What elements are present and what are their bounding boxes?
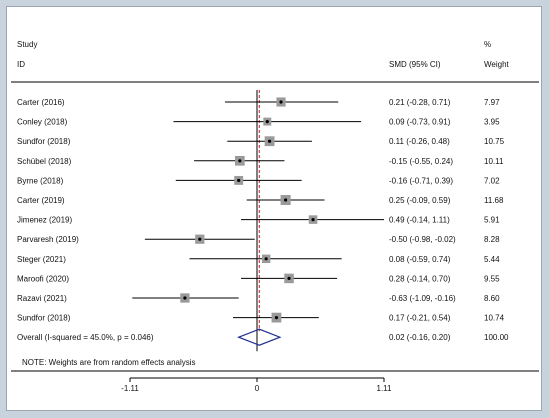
study-ci-text: 0.11 (-0.26, 0.48) xyxy=(389,137,450,146)
overall-label: Overall (I-squared = 45.0%, p = 0.046) xyxy=(17,333,154,342)
x-axis: -1.11 0 1.11 xyxy=(121,377,393,393)
study-label: Sundfor (2018) xyxy=(17,137,71,146)
study-point-estimate xyxy=(274,316,279,320)
study-point-estimate xyxy=(264,257,268,261)
study-point-estimate xyxy=(287,276,291,280)
overall-ci-text: 0.02 (-0.16, 0.20) xyxy=(389,333,451,342)
study-label: Carter (2016) xyxy=(17,98,65,107)
study-point-estimate xyxy=(279,100,283,104)
study-label: Steger (2021) xyxy=(17,255,66,264)
id-column-header: ID xyxy=(17,60,25,69)
study-label: Byrne (2018) xyxy=(17,176,64,185)
x-tick-label: -1.11 xyxy=(121,384,139,393)
weight-column-header: Weight xyxy=(484,60,510,69)
study-point-estimate xyxy=(311,218,315,222)
study-label: Maroofi (2020) xyxy=(17,274,69,283)
study-rows: Carter (2016) 0.21 (-0.28, 0.71) 7.97 Conle… xyxy=(17,98,509,342)
table-header: Study ID SMD (95% CI) % Weight xyxy=(17,40,510,69)
x-tick-label: 0 xyxy=(255,384,260,393)
study-ci-text: 0.17 (-0.21, 0.54) xyxy=(389,314,451,323)
study-weight-text: 5.91 xyxy=(484,216,500,225)
study-weight-text: 10.75 xyxy=(484,137,505,146)
study-label: Carter (2019) xyxy=(17,196,65,205)
study-ci-text: 0.08 (-0.59, 0.74) xyxy=(389,255,451,264)
study-weight-text: 9.55 xyxy=(484,274,500,283)
study-column-header: Study xyxy=(17,40,37,49)
overall-weight-text: 100.00 xyxy=(484,333,509,342)
study-ci-text: -0.15 (-0.55, 0.24) xyxy=(389,157,453,166)
study-ci-text: -0.63 (-1.09, -0.16) xyxy=(389,294,456,303)
x-tick-label: 1.11 xyxy=(377,384,393,393)
study-weight-text: 7.02 xyxy=(484,176,500,185)
study-label: Razavi (2021) xyxy=(17,294,67,303)
plot-marks xyxy=(132,90,384,352)
study-point-estimate xyxy=(198,237,202,241)
overall-diamond xyxy=(237,328,282,346)
study-point-estimate xyxy=(267,139,272,143)
study-weight-text: 8.28 xyxy=(484,235,500,244)
study-point-estimate xyxy=(183,296,187,300)
study-ci-text: -0.50 (-0.98, -0.02) xyxy=(389,235,456,244)
study-label: Jimenez (2019) xyxy=(17,216,72,225)
study-weight-text: 3.95 xyxy=(484,118,500,127)
study-weight-text: 10.11 xyxy=(484,157,504,166)
study-ci-text: 0.49 (-0.14, 1.11) xyxy=(389,216,450,225)
study-weight-text: 8.60 xyxy=(484,294,500,303)
note-text: NOTE: Weights are from random effects an… xyxy=(22,358,196,367)
weight-percent-header: % xyxy=(484,40,491,49)
study-weight-text: 11.68 xyxy=(484,196,504,205)
study-weight-text: 10.74 xyxy=(484,314,505,323)
study-point-estimate xyxy=(265,120,269,124)
study-ci-text: 0.21 (-0.28, 0.71) xyxy=(389,98,451,107)
study-ci-text: 0.28 (-0.14, 0.70) xyxy=(389,274,451,283)
study-label: Parvaresh (2019) xyxy=(17,235,79,244)
forest-plot-panel: Study ID SMD (95% CI) % Weight Carter (2… xyxy=(6,6,542,411)
study-point-estimate xyxy=(238,159,242,163)
study-weight-text: 7.97 xyxy=(484,98,500,107)
study-ci-text: 0.25 (-0.09, 0.59) xyxy=(389,196,451,205)
study-label: Schübel (2018) xyxy=(17,157,72,166)
forest-plot: Study ID SMD (95% CI) % Weight Carter (2… xyxy=(11,40,539,393)
study-point-estimate xyxy=(284,198,288,202)
study-point-estimate xyxy=(237,178,241,182)
effect-column-header: SMD (95% CI) xyxy=(389,60,441,69)
study-ci-text: 0.09 (-0.73, 0.91) xyxy=(389,118,451,127)
study-label: Conley (2018) xyxy=(17,118,68,127)
study-ci-text: -0.16 (-0.71, 0.39) xyxy=(389,176,453,185)
study-label: Sundfor (2018) xyxy=(17,314,71,323)
study-weight-text: 5.44 xyxy=(484,255,500,264)
